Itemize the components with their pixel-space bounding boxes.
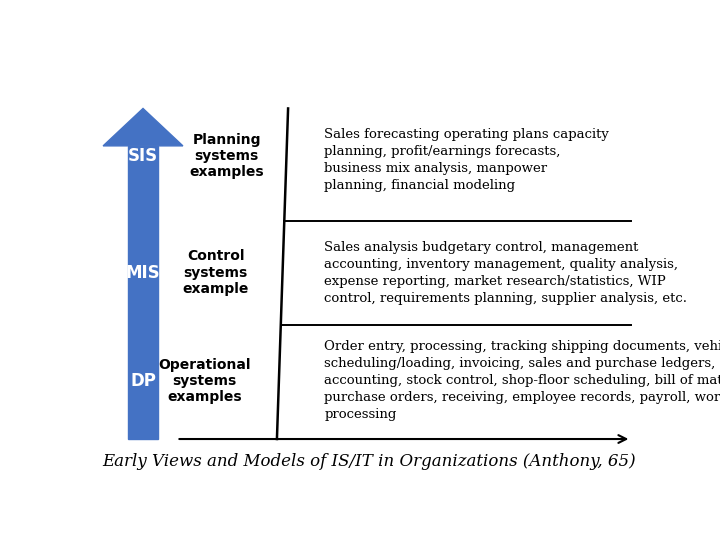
- Text: Operational
systems
examples: Operational systems examples: [158, 357, 251, 404]
- Polygon shape: [127, 146, 158, 439]
- Text: MIS: MIS: [126, 264, 161, 282]
- Text: Planning
systems
examples: Planning systems examples: [189, 133, 264, 179]
- Text: SIS: SIS: [128, 147, 158, 165]
- Text: Control
systems
example: Control systems example: [182, 249, 248, 296]
- Text: DP: DP: [130, 372, 156, 390]
- Text: Sales forecasting operating plans capacity
planning, profit/earnings forecasts,
: Sales forecasting operating plans capaci…: [324, 129, 609, 192]
- Text: Sales analysis budgetary control, management
accounting, inventory management, q: Sales analysis budgetary control, manage…: [324, 241, 688, 305]
- Polygon shape: [103, 109, 183, 146]
- Text: Early Views and Models of IS/IT in Organizations (Anthony, 65): Early Views and Models of IS/IT in Organ…: [102, 453, 636, 470]
- Text: Order entry, processing, tracking shipping documents, vehicle
scheduling/loading: Order entry, processing, tracking shippi…: [324, 340, 720, 421]
